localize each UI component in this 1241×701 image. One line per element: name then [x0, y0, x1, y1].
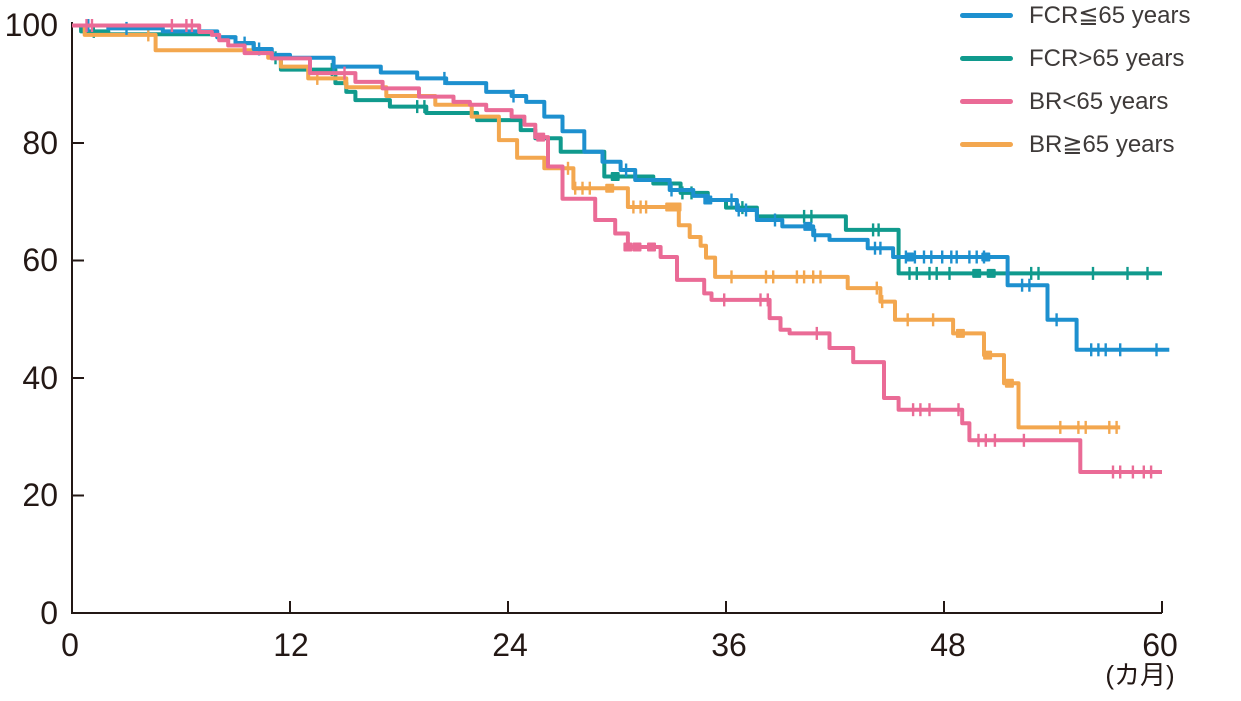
legend-swatch-br-lt65-icon — [960, 99, 1013, 104]
y-tick-label-60: 60 — [22, 242, 58, 278]
axes — [71, 22, 1163, 614]
legend-label-fcr-gt65: FCR>65 years — [1029, 44, 1185, 72]
legend-swatch-fcr-le65-icon — [960, 13, 1013, 18]
legend-item-br-ge65: BR≧65 years — [960, 123, 1190, 166]
series-0 — [72, 19, 1170, 357]
legend-item-fcr-gt65: FCR>65 years — [960, 37, 1190, 80]
legend-swatch-fcr-gt65-icon — [960, 56, 1013, 61]
legend: FCR≦65 years FCR>65 years BR<65 years BR… — [960, 0, 1190, 166]
legend-swatch-br-ge65-icon — [960, 142, 1013, 147]
x-tick-label-60: 60 — [1142, 627, 1178, 663]
legend-label-br-ge65: BR≧65 years — [1029, 131, 1175, 158]
series-2 — [72, 19, 1162, 479]
legend-item-br-lt65: BR<65 years — [960, 80, 1190, 123]
legend-label-fcr-le65: FCR≦65 years — [1029, 2, 1191, 29]
series-3 — [72, 23, 1121, 434]
legend-item-fcr-le65: FCR≦65 years — [960, 0, 1190, 37]
legend-label-br-lt65: BR<65 years — [1029, 87, 1169, 115]
x-tick-label-0: 0 — [61, 627, 79, 663]
x-tick-label-24: 24 — [492, 627, 528, 663]
x-axis-unit-label: (カ月) — [1105, 660, 1175, 690]
y-tick-label-20: 20 — [22, 477, 58, 513]
y-tick-label-40: 40 — [22, 360, 58, 396]
x-tick-label-48: 48 — [930, 627, 966, 663]
x-tick-label-12: 12 — [273, 627, 309, 663]
x-tick-label-36: 36 — [711, 627, 747, 663]
y-tick-label-0: 0 — [40, 595, 58, 631]
y-tick-label-100: 100 — [4, 7, 58, 43]
y-tick-label-80: 80 — [22, 125, 58, 161]
